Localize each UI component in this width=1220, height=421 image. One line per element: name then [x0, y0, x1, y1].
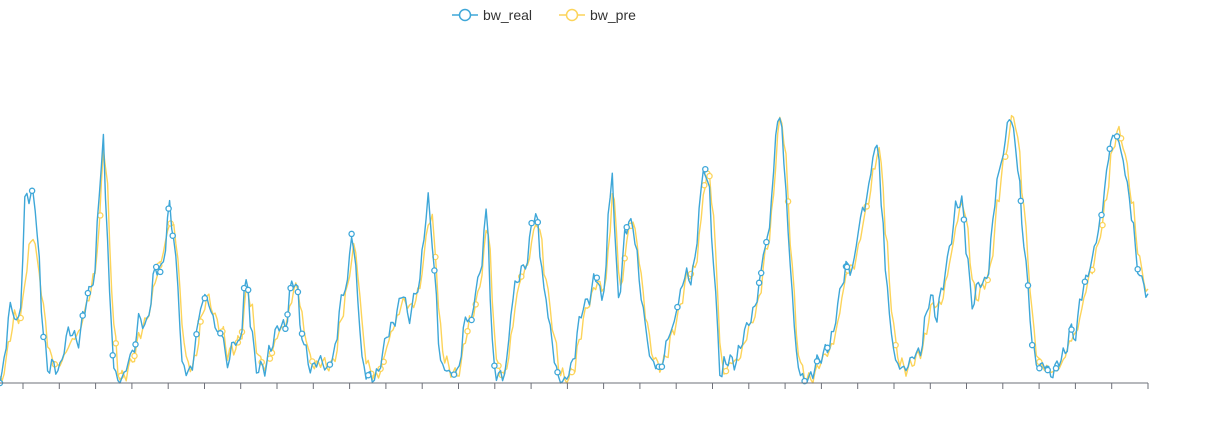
point-bw_real-44[interactable] [843, 263, 851, 271]
point-bw_real-5[interactable] [109, 352, 116, 359]
point-bw_pre-32[interactable] [722, 367, 730, 375]
point-bw_real-6[interactable] [132, 341, 139, 348]
point-bw_real-19[interactable] [294, 288, 302, 296]
legend[interactable]: bw_real bw_pre [452, 7, 636, 23]
point-bw_real-21[interactable] [326, 361, 334, 368]
point-bw_real-7[interactable] [152, 263, 160, 271]
point-bw_real-15[interactable] [244, 286, 252, 294]
point-bw_real-26[interactable] [468, 316, 475, 324]
point-bw_real-45[interactable] [960, 216, 968, 223]
point-bw_pre-14[interactable] [268, 349, 276, 357]
point-bw_real-22[interactable] [348, 230, 355, 238]
point-bw_real-18[interactable] [287, 284, 294, 292]
legend-circle-icon [458, 8, 472, 22]
point-bw_real-34[interactable] [658, 363, 666, 370]
point-bw_real-25[interactable] [450, 371, 458, 378]
point-bw_real-52[interactable] [1068, 326, 1075, 333]
legend-label: bw_pre [590, 7, 636, 23]
point-bw_real-16[interactable] [282, 325, 289, 333]
point-bw_real-51[interactable] [1052, 365, 1060, 372]
point-bw_real-10[interactable] [169, 232, 176, 239]
point-bw_real-23[interactable] [364, 371, 372, 379]
point-bw_real-9[interactable] [165, 205, 172, 212]
point-bw_real-38[interactable] [757, 269, 765, 277]
point-bw_pre-20[interactable] [464, 327, 471, 335]
point-bw_real-32[interactable] [623, 223, 630, 231]
point-bw_real-27[interactable] [491, 362, 498, 369]
point-bw_real-3[interactable] [79, 312, 86, 319]
point-bw_real-46[interactable] [1017, 197, 1025, 205]
series-line-bw_pre [0, 114, 1149, 384]
point-bw_real-42[interactable] [824, 344, 831, 352]
point-bw_real-24[interactable] [431, 267, 438, 274]
point-bw_real-49[interactable] [1036, 364, 1043, 372]
legend-item-bw_real[interactable]: bw_real [452, 7, 532, 23]
point-bw_real-28[interactable] [528, 219, 535, 227]
legend-item-bw_pre[interactable]: bw_pre [559, 7, 636, 23]
point-bw_real-47[interactable] [1024, 282, 1032, 289]
plot-area [0, 114, 1149, 387]
point-bw_real-8[interactable] [157, 268, 164, 276]
point-bw_real-29[interactable] [534, 218, 542, 226]
point-bw_real-41[interactable] [813, 358, 821, 365]
point-bw_real-20[interactable] [298, 330, 306, 337]
point-bw_real-37[interactable] [755, 279, 763, 287]
point-bw_real-57[interactable] [1134, 265, 1141, 273]
legend-circle-icon [565, 8, 579, 22]
point-bw_real-48[interactable] [1028, 341, 1036, 349]
point-bw_real-4[interactable] [84, 289, 92, 297]
point-bw_real-40[interactable] [801, 377, 808, 385]
point-bw_real-50[interactable] [1044, 366, 1051, 374]
point-bw_real-53[interactable] [1081, 278, 1089, 285]
point-bw_real-36[interactable] [702, 165, 709, 173]
series-line-bw_real [0, 117, 1149, 384]
point-bw_real-13[interactable] [217, 330, 224, 337]
legend-label: bw_real [483, 7, 532, 23]
point-bw_pre-41[interactable] [1099, 221, 1106, 229]
point-bw_real-11[interactable] [193, 330, 200, 338]
point-bw_pre-31[interactable] [706, 172, 713, 180]
point-bw_real-1[interactable] [28, 187, 36, 195]
point-bw_real-2[interactable] [40, 333, 47, 341]
x-axis [0, 382, 1149, 389]
point-bw_real-12[interactable] [201, 294, 209, 302]
point-bw_real-39[interactable] [763, 238, 770, 246]
point-bw_pre-29[interactable] [701, 181, 708, 189]
point-bw_real-54[interactable] [1098, 211, 1105, 219]
point-bw_real-35[interactable] [674, 303, 681, 311]
point-bw_real-30[interactable] [554, 368, 561, 376]
point-bw_real-17[interactable] [284, 311, 291, 318]
point-bw_real-55[interactable] [1106, 145, 1113, 153]
point-bw_real-56[interactable] [1113, 133, 1121, 140]
point-bw_pre-5[interactable] [131, 352, 138, 360]
point-bw_real-31[interactable] [593, 274, 601, 281]
point-bw_pre-3[interactable] [112, 340, 120, 347]
